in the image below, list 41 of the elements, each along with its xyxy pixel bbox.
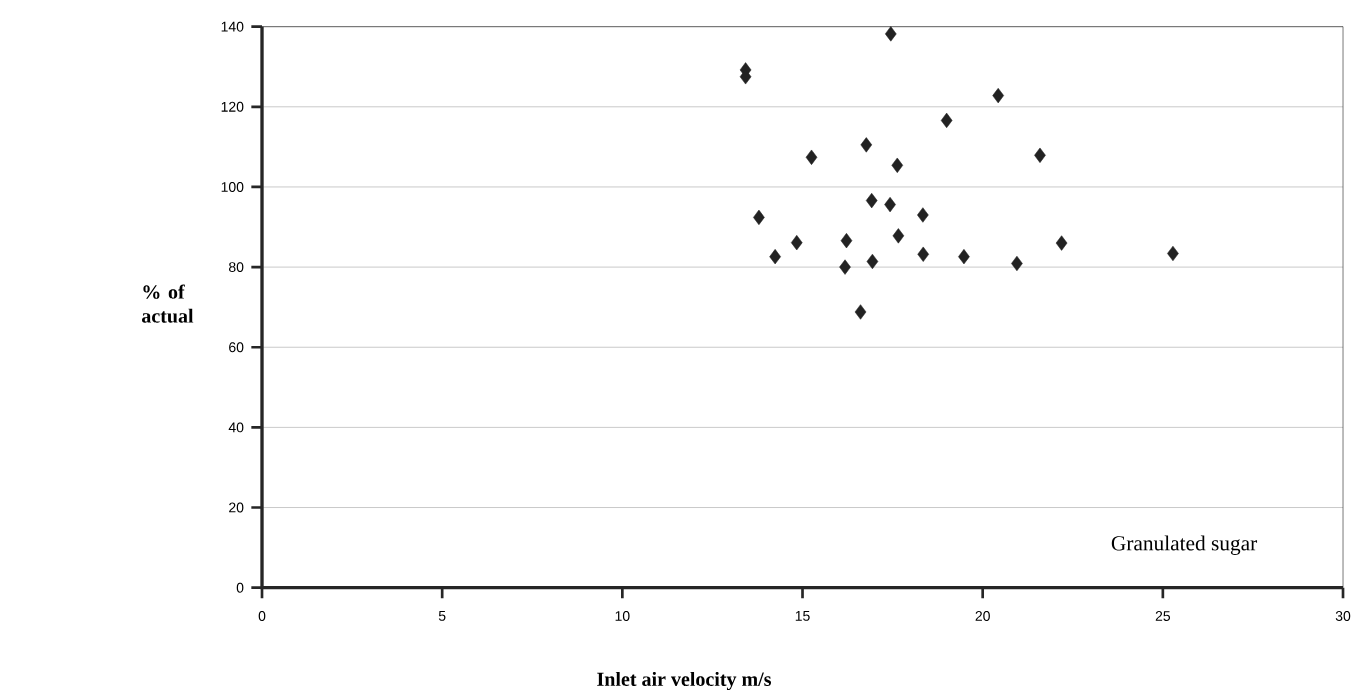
point [860, 137, 873, 153]
y-tick-label: 60 [229, 342, 244, 353]
y-axis-title: % of actual [141, 284, 194, 323]
point [1055, 235, 1068, 251]
point [839, 259, 851, 275]
point [805, 149, 818, 165]
x-tick-label: 5 [438, 611, 446, 621]
y-tick-label: 0 [236, 582, 244, 593]
y-tick-label: 100 [221, 182, 244, 192]
point [917, 207, 929, 223]
point [958, 249, 970, 265]
point [891, 157, 904, 173]
x-tick-label: 10 [615, 611, 630, 621]
point [769, 249, 781, 265]
x-tick-label: 25 [1155, 611, 1171, 621]
y-tick-label: 120 [221, 101, 244, 112]
point [866, 253, 879, 270]
point [885, 26, 897, 42]
point [1034, 147, 1046, 163]
x-tick-label: 0 [258, 611, 266, 621]
point [753, 209, 765, 226]
point [992, 87, 1004, 104]
annotation: Granulated sugar [1111, 535, 1258, 555]
y-tick-label: 140 [221, 21, 244, 32]
y-tick-label: 40 [228, 422, 244, 433]
x-tick-label: 20 [975, 611, 990, 621]
point [1167, 245, 1179, 262]
point [790, 235, 803, 251]
point [854, 304, 867, 320]
point [892, 228, 905, 244]
point [865, 192, 878, 209]
x-tick-label: 30 [1335, 611, 1351, 621]
point [884, 196, 896, 213]
point [840, 233, 853, 249]
point [917, 246, 929, 262]
y-tick-label: 80 [229, 262, 244, 273]
x-axis-title: Inlet air velocity m/s [597, 671, 772, 691]
y-tick-label: 20 [229, 502, 244, 513]
x-tick-label: 15 [795, 611, 810, 621]
point [940, 112, 953, 129]
point [1011, 255, 1023, 272]
